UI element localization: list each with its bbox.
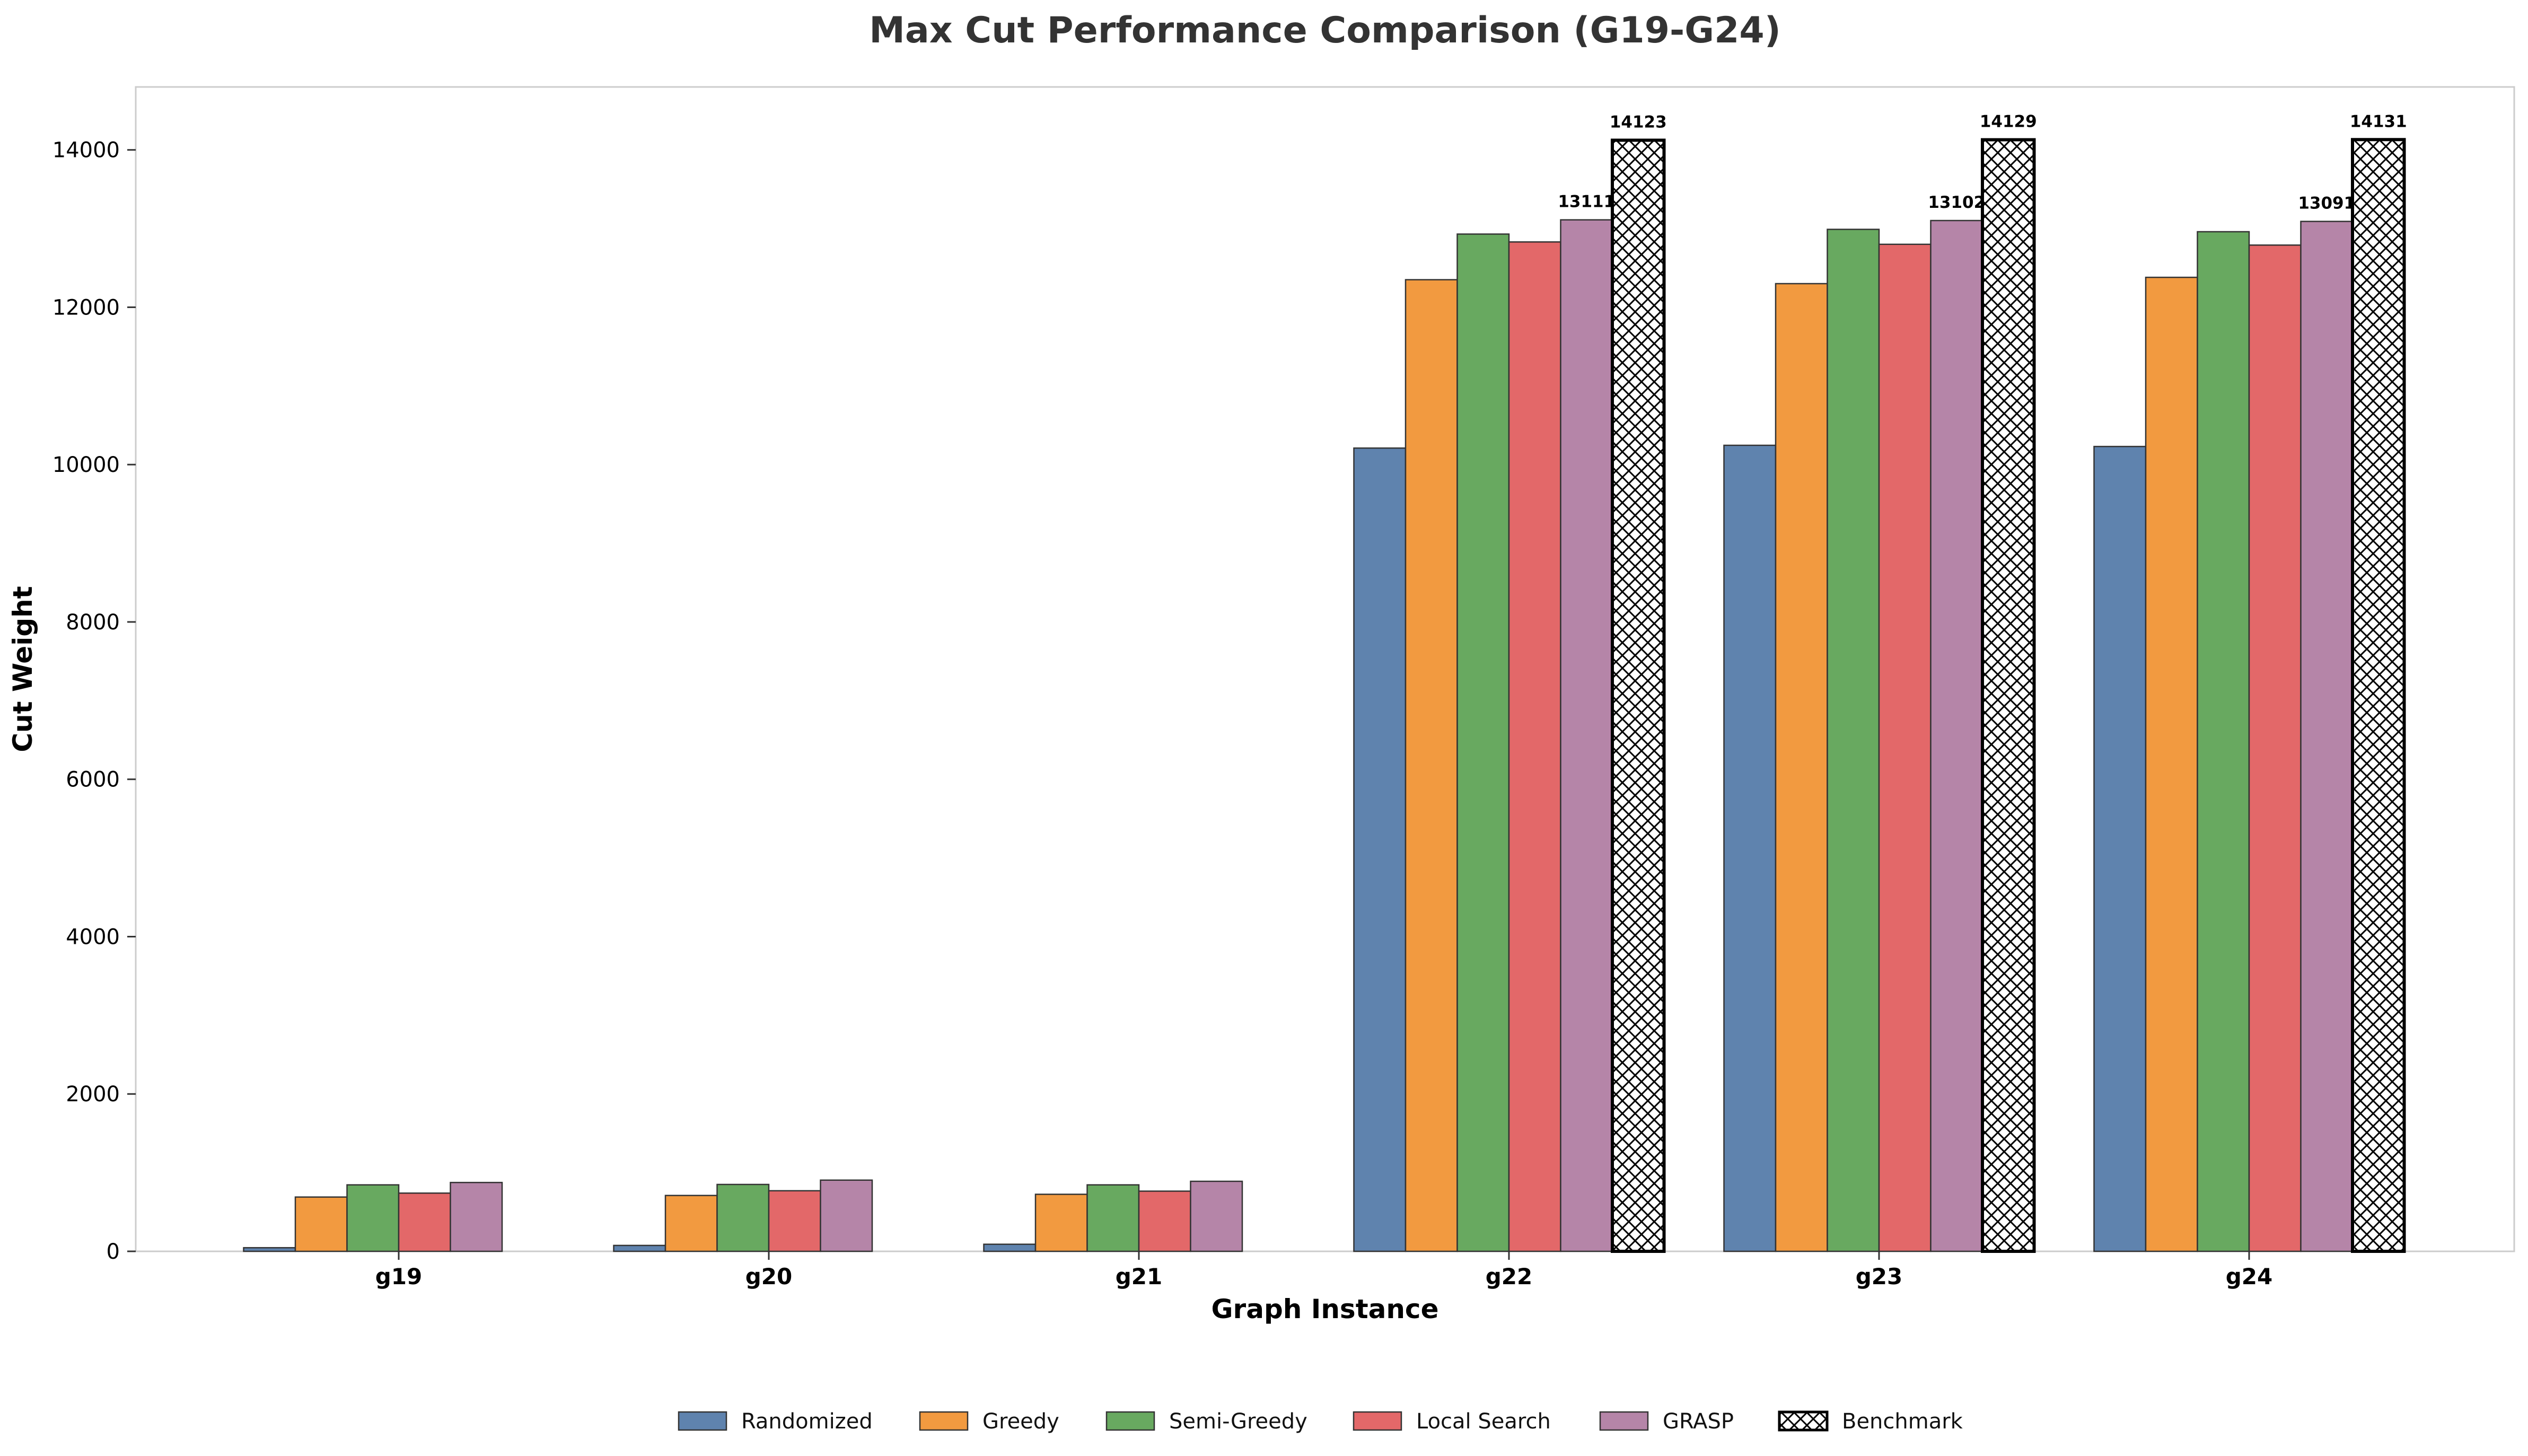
legend-swatch-grasp xyxy=(1599,1411,1649,1431)
x-axis-label: Graph Instance xyxy=(1212,1294,1439,1325)
y-tick-label: 2000 xyxy=(66,1082,120,1107)
legend-label-semi-greedy: Semi-Greedy xyxy=(1169,1409,1307,1434)
bar-benchmark-g23 xyxy=(1981,138,2036,1253)
y-axis-label: Cut Weight xyxy=(7,586,38,752)
y-axis: 0 2000 4000 6000 8000 10000 12000 14000 xyxy=(52,138,136,1264)
legend-swatch-randomized xyxy=(678,1411,727,1431)
data-label-grasp-g23: 13102 xyxy=(1928,193,1985,212)
bar-randomized-g21 xyxy=(983,1243,1037,1252)
bar-greedy-g24 xyxy=(2145,276,2198,1252)
legend-label-grasp: GRASP xyxy=(1663,1409,1734,1434)
bar-randomized-g22 xyxy=(1353,447,1407,1252)
legend-label-local-search: Local Search xyxy=(1416,1409,1551,1434)
legend-swatch-semi-greedy xyxy=(1105,1411,1155,1431)
legend-swatch-local-search xyxy=(1353,1411,1402,1431)
x-tick-label: g23 xyxy=(1856,1264,1903,1290)
bar-randomized-g24 xyxy=(2093,445,2147,1252)
x-tick-label: g20 xyxy=(745,1264,793,1290)
bar-semi-greedy-g24 xyxy=(2197,231,2250,1252)
y-tick-label: 0 xyxy=(107,1240,120,1264)
bar-local-search-g24 xyxy=(2248,244,2302,1252)
bar-local-search-g20 xyxy=(768,1190,821,1252)
bar-semi-greedy-g22 xyxy=(1456,233,1510,1252)
y-tick-label: 6000 xyxy=(66,768,120,792)
bar-grasp-g21 xyxy=(1190,1180,1243,1252)
bar-greedy-g22 xyxy=(1405,279,1458,1252)
bar-randomized-g23 xyxy=(1723,444,1777,1252)
x-tick-label: g19 xyxy=(375,1264,423,1290)
legend: Randomized Greedy Semi-Greedy Local Search G… xyxy=(678,1409,1963,1434)
data-label-benchmark-g22: 14123 xyxy=(1610,112,1667,131)
bar-grasp-g20 xyxy=(820,1179,873,1252)
bar-benchmark-g22 xyxy=(1611,138,1666,1253)
bar-local-search-g21 xyxy=(1138,1190,1191,1252)
y-tick-label: 4000 xyxy=(66,925,120,949)
legend-label-greedy: Greedy xyxy=(982,1409,1059,1434)
x-axis: g19 g20 g21 g22 g23 g24 xyxy=(375,1251,2273,1290)
bar-randomized-g19 xyxy=(243,1247,296,1252)
y-tick-label: 8000 xyxy=(66,610,120,635)
y-tick-label: 14000 xyxy=(52,138,120,163)
data-label-grasp-g22: 13111 xyxy=(1558,192,1615,212)
y-tick-label: 10000 xyxy=(52,453,120,477)
legend-swatch-benchmark xyxy=(1778,1410,1829,1432)
bar-greedy-g19 xyxy=(294,1196,348,1252)
data-label-benchmark-g23: 14129 xyxy=(1980,112,2037,131)
bar-semi-greedy-g21 xyxy=(1086,1184,1140,1252)
data-label-grasp-g24: 13091 xyxy=(2298,194,2355,213)
bar-grasp-g22 xyxy=(1560,219,1613,1252)
bar-grasp-g23 xyxy=(1930,220,1983,1252)
bar-greedy-g21 xyxy=(1034,1194,1088,1252)
x-tick-label: g22 xyxy=(1486,1264,1533,1290)
bar-grasp-g24 xyxy=(2300,221,2354,1252)
legend-label-benchmark: Benchmark xyxy=(1842,1409,1963,1434)
bar-randomized-g20 xyxy=(613,1244,666,1252)
bar-semi-greedy-g23 xyxy=(1827,229,1880,1252)
bar-local-search-g19 xyxy=(398,1192,451,1252)
bar-benchmark-g24 xyxy=(2351,138,2406,1253)
bar-local-search-g22 xyxy=(1508,241,1561,1252)
x-tick-label: g21 xyxy=(1116,1264,1163,1290)
x-tick-label: g24 xyxy=(2226,1264,2273,1290)
bar-semi-greedy-g20 xyxy=(716,1183,770,1252)
bar-semi-greedy-g19 xyxy=(346,1184,400,1252)
y-tick-label: 12000 xyxy=(52,295,120,320)
bar-greedy-g23 xyxy=(1775,283,1828,1252)
bar-local-search-g23 xyxy=(1878,243,1932,1252)
legend-label-randomized: Randomized xyxy=(741,1409,873,1434)
bars xyxy=(243,138,2406,1253)
legend-swatch-greedy xyxy=(919,1411,969,1431)
bar-grasp-g19 xyxy=(450,1181,503,1252)
bar-greedy-g20 xyxy=(664,1195,718,1252)
data-labels: 13111 13102 13091 14123 14129 14131 xyxy=(1558,112,2407,213)
data-label-benchmark-g24: 14131 xyxy=(2350,112,2407,131)
chart-title: Max Cut Performance Comparison (G19-G24) xyxy=(869,10,1781,51)
